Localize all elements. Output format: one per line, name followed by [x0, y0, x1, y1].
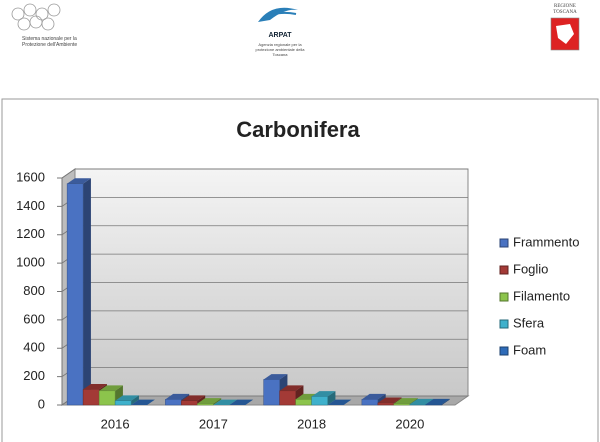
arpat-logo [258, 7, 298, 22]
bar-front [361, 399, 379, 406]
bar-top [361, 393, 386, 400]
bar-top [67, 178, 91, 184]
x-tick-label: 2020 [395, 416, 424, 431]
y-tick-label: 1400 [16, 198, 45, 213]
legend-label: Foglio [513, 261, 548, 276]
bar-front [393, 403, 411, 406]
y-tick-label: 0 [38, 396, 45, 411]
legend-label: Foam [513, 342, 546, 357]
bar-front [311, 396, 328, 406]
bar [311, 391, 336, 406]
bar [425, 398, 450, 406]
bar-top [393, 398, 418, 404]
y-tick-label: 1600 [16, 169, 45, 184]
legend-label: Sfera [513, 315, 545, 330]
arpat-name: ARPAT [268, 32, 292, 39]
bar [197, 398, 222, 406]
toscana-logo [550, 17, 580, 51]
toscana-text: REGIONE TOSCANA [553, 4, 577, 15]
chart-title: Carbonifera [236, 117, 360, 142]
bar-front [263, 379, 280, 406]
bar-top [165, 393, 190, 400]
bar-front [82, 389, 100, 406]
legend-swatch [499, 265, 509, 275]
bar-front [181, 400, 198, 406]
bar-side [327, 391, 336, 405]
bar-top [99, 385, 123, 391]
legend-label: Filamento [513, 288, 570, 303]
bar-side [441, 398, 450, 405]
bar-side [213, 398, 222, 405]
bar [327, 399, 352, 405]
left-logo-text: Sistema nazionale per la Protezione dell… [22, 36, 78, 48]
bar-front [98, 390, 116, 406]
arpat-caption: Agenzia regionale per la protezione ambi… [255, 42, 305, 57]
legend-swatch [499, 238, 509, 248]
legend-swatch [499, 346, 509, 356]
bar-top [311, 391, 336, 397]
bar-front [279, 390, 296, 406]
x-tick-label: 2018 [297, 416, 326, 431]
x-tick-label: 2017 [199, 416, 228, 431]
bar-top [263, 374, 288, 380]
grid-line [61, 168, 468, 179]
bar-top [115, 395, 139, 401]
bar-front [377, 402, 395, 406]
bar [131, 399, 155, 405]
y-tick-label: 400 [23, 340, 45, 355]
bar-front [295, 399, 312, 406]
x-tick-label: 2016 [101, 416, 130, 431]
bar-front [165, 399, 182, 406]
legend-label: Frammento [513, 234, 579, 249]
bar-front [197, 403, 214, 406]
bar-side [83, 178, 91, 405]
bar [229, 399, 254, 405]
bar-top [425, 398, 450, 405]
bar-top [409, 398, 434, 405]
bar-front [425, 404, 443, 406]
legend-swatch [499, 292, 509, 302]
legend-swatch [499, 319, 509, 329]
y-tick-label: 800 [23, 283, 45, 298]
bar-top [181, 395, 206, 401]
y-tick-label: 600 [23, 311, 45, 326]
header [11, 3, 580, 51]
y-tick-label: 1200 [16, 226, 45, 241]
bar-top [377, 397, 402, 403]
chart: Carbonifera 0 200 400 600 800 1000 1200 1400 160… [1, 98, 599, 442]
bar-top [327, 399, 352, 405]
bar-front [66, 183, 84, 406]
bar-front [409, 404, 427, 406]
y-tick-label: 1000 [16, 255, 45, 270]
bar-top [279, 385, 304, 391]
bar-top [131, 399, 155, 405]
bar [66, 178, 91, 406]
bar-front [114, 400, 132, 406]
y-tick-label: 200 [23, 368, 45, 383]
bar [213, 399, 238, 405]
bar-top [213, 399, 238, 405]
bar-side [131, 395, 139, 405]
bar-top [229, 399, 254, 405]
bar [98, 385, 123, 406]
left-logo [11, 3, 61, 31]
bar-top [83, 383, 107, 390]
bar-top [197, 398, 222, 404]
bar [114, 395, 139, 406]
